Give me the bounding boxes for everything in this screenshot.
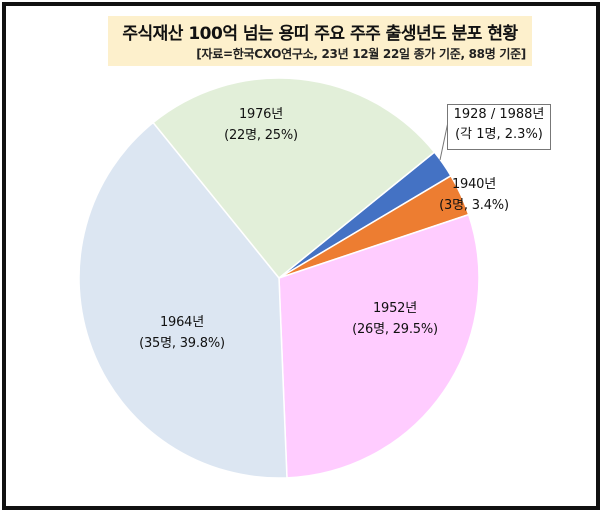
label-1940-year: 1940년	[451, 177, 497, 192]
callout-leader-line	[439, 121, 449, 161]
label-1952-year: 1952년	[372, 301, 418, 316]
label-1952: 1952년 (26명, 29.5%)	[330, 298, 460, 340]
title-box: 주식재산 100억 넘는 용띠 주요 주주 출생년도 분포 현황 [자료=한국C…	[108, 16, 532, 66]
label-1976-year: 1976년	[238, 107, 284, 122]
label-1928-1988-detail: (각 1명, 2.3%)	[455, 127, 543, 142]
label-1964-year: 1964년	[159, 315, 205, 330]
label-1940-detail: (3명, 3.4%)	[439, 198, 509, 213]
label-1928-1988: 1928 / 1988년 (각 1명, 2.3%)	[447, 104, 551, 150]
pie-slice-1952	[278, 213, 480, 479]
label-1952-detail: (26명, 29.5%)	[352, 322, 438, 337]
label-1964: 1964년 (35명, 39.8%)	[112, 312, 252, 354]
label-1976-detail: (22명, 25%)	[224, 128, 298, 143]
chart-subtitle: [자료=한국CXO연구소, 23년 12월 22일 종가 기준, 88명 기준]	[196, 47, 526, 61]
label-1940: 1940년 (3명, 3.4%)	[424, 174, 524, 216]
pie-slice-1964	[78, 121, 288, 479]
pie-slices	[78, 77, 480, 479]
pie-slice-1976	[152, 77, 436, 280]
label-1964-detail: (35명, 39.8%)	[139, 336, 225, 351]
label-1928-1988-year: 1928 / 1988년	[453, 107, 545, 122]
label-1976: 1976년 (22명, 25%)	[186, 104, 336, 146]
chart-title: 주식재산 100억 넘는 용띠 주요 주주 출생년도 분포 현황	[122, 24, 518, 44]
